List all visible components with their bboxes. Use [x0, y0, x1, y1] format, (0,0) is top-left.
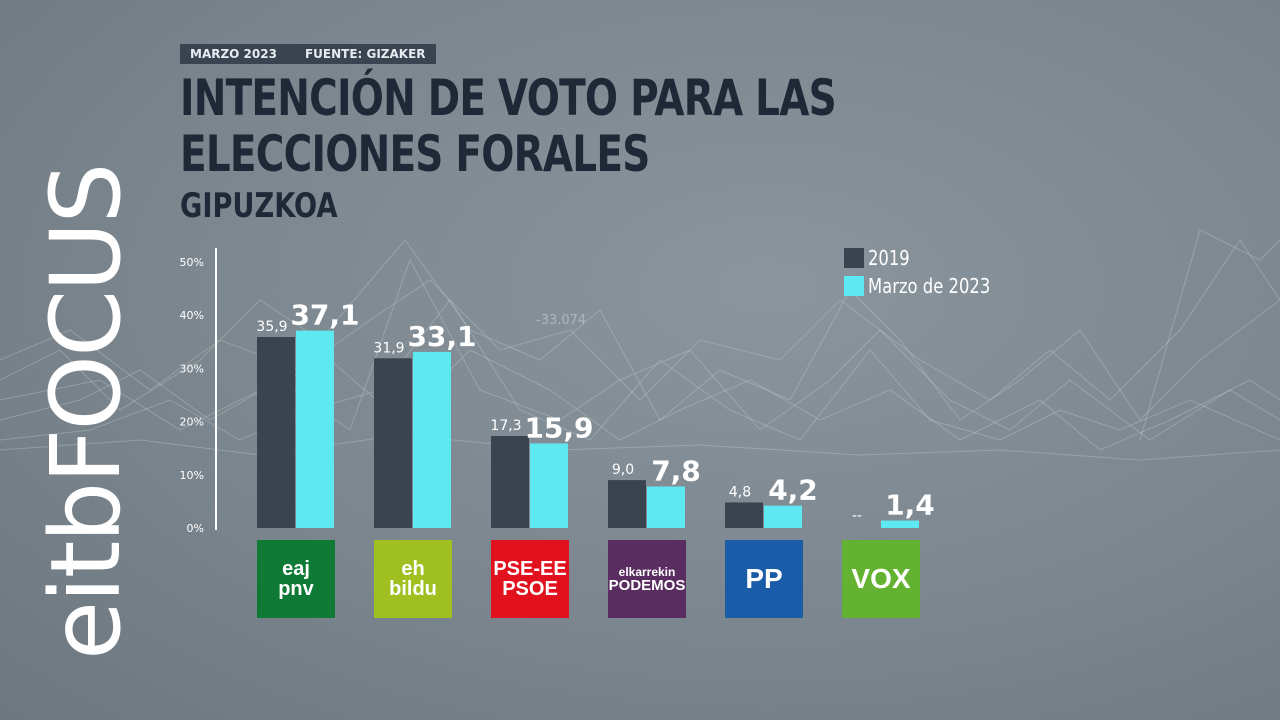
bar-2019 — [491, 435, 529, 528]
y-tick-label: 20% — [180, 416, 204, 429]
data-label-2019: 35,9 — [256, 319, 287, 335]
bar-2023 — [413, 351, 451, 528]
data-label-2019: 31,9 — [373, 340, 404, 356]
bar-2023 — [296, 330, 334, 528]
bar-2019 — [374, 358, 412, 528]
legend-label-2023: Marzo de 2023 — [868, 274, 991, 298]
party-logo-1: eh bildu — [374, 540, 452, 618]
data-label-2023: 4,2 — [768, 474, 818, 507]
y-tick-label: 30% — [180, 362, 204, 375]
data-label-2023: 37,1 — [290, 299, 359, 332]
party-logo-text: pnv — [278, 578, 314, 600]
y-tick-label: 0% — [187, 522, 204, 535]
party-logo-text: PSOE — [502, 578, 558, 600]
bar-2023 — [764, 505, 802, 528]
eitb-focus-logo: eitbFOCUS — [30, 165, 142, 660]
legend-swatch-2023 — [844, 276, 864, 296]
legend: 2019 Marzo de 2023 — [844, 244, 1017, 300]
data-label-2023: 1,4 — [885, 489, 935, 522]
chart-title: INTENCIÓN DE VOTO PARA LAS ELECCIONES FO… — [180, 69, 837, 183]
chart-subtitle: GIPUZKOA — [180, 186, 338, 226]
y-tick-label: 10% — [180, 469, 204, 482]
party-logo-text: bildu — [389, 578, 437, 600]
legend-item-2023: Marzo de 2023 — [844, 272, 1017, 300]
party-logo-text: eh — [401, 558, 425, 580]
data-label-2023: 15,9 — [524, 411, 593, 444]
bar-2023 — [647, 486, 685, 528]
header-strip: MARZO 2023 FUENTE: GIZAKER — [180, 44, 436, 64]
background-number: -33.074 — [536, 313, 586, 328]
bar-2023 — [530, 443, 568, 528]
header-source: FUENTE: GIZAKER — [304, 47, 426, 61]
party-logo-text: PP — [745, 563, 783, 594]
bar-2019 — [725, 502, 763, 528]
data-label-2019: -- — [852, 508, 862, 524]
legend-swatch-2019 — [844, 248, 864, 268]
party-logo-text: PSE-EE — [493, 558, 567, 580]
y-tick-label: 50% — [180, 256, 204, 269]
bar-2023 — [881, 520, 919, 528]
party-logo-text: PODEMOS — [608, 576, 686, 594]
party-logo-2: PSE-EE PSOE — [491, 540, 569, 618]
bar-2019 — [257, 337, 295, 528]
brand-part-2: FOCUS — [30, 164, 142, 484]
data-label-2019: 4,8 — [729, 484, 751, 500]
header-date: MARZO 2023 — [190, 47, 277, 61]
legend-label-2019: 2019 — [868, 246, 910, 270]
party-logo-text: VOX — [851, 563, 911, 594]
data-label-2019: 9,0 — [612, 462, 634, 478]
party-logo-3: elkarrekin PODEMOS — [608, 540, 686, 618]
data-label-2023: 7,8 — [651, 455, 701, 488]
data-label-2023: 33,1 — [407, 320, 476, 353]
brand-part-1: eitb — [30, 483, 142, 660]
party-logo-5: VOX — [842, 540, 920, 618]
party-logo-0: eaj pnv — [257, 540, 335, 618]
legend-item-2019: 2019 — [844, 244, 1017, 272]
party-logo-text: elkarrekin — [618, 564, 676, 579]
party-logo-4: PP — [725, 540, 803, 618]
party-logo-text: eaj — [282, 558, 310, 580]
bar-2019 — [608, 480, 646, 528]
y-tick-label: 40% — [180, 309, 204, 322]
data-label-2019: 17,3 — [490, 418, 521, 434]
